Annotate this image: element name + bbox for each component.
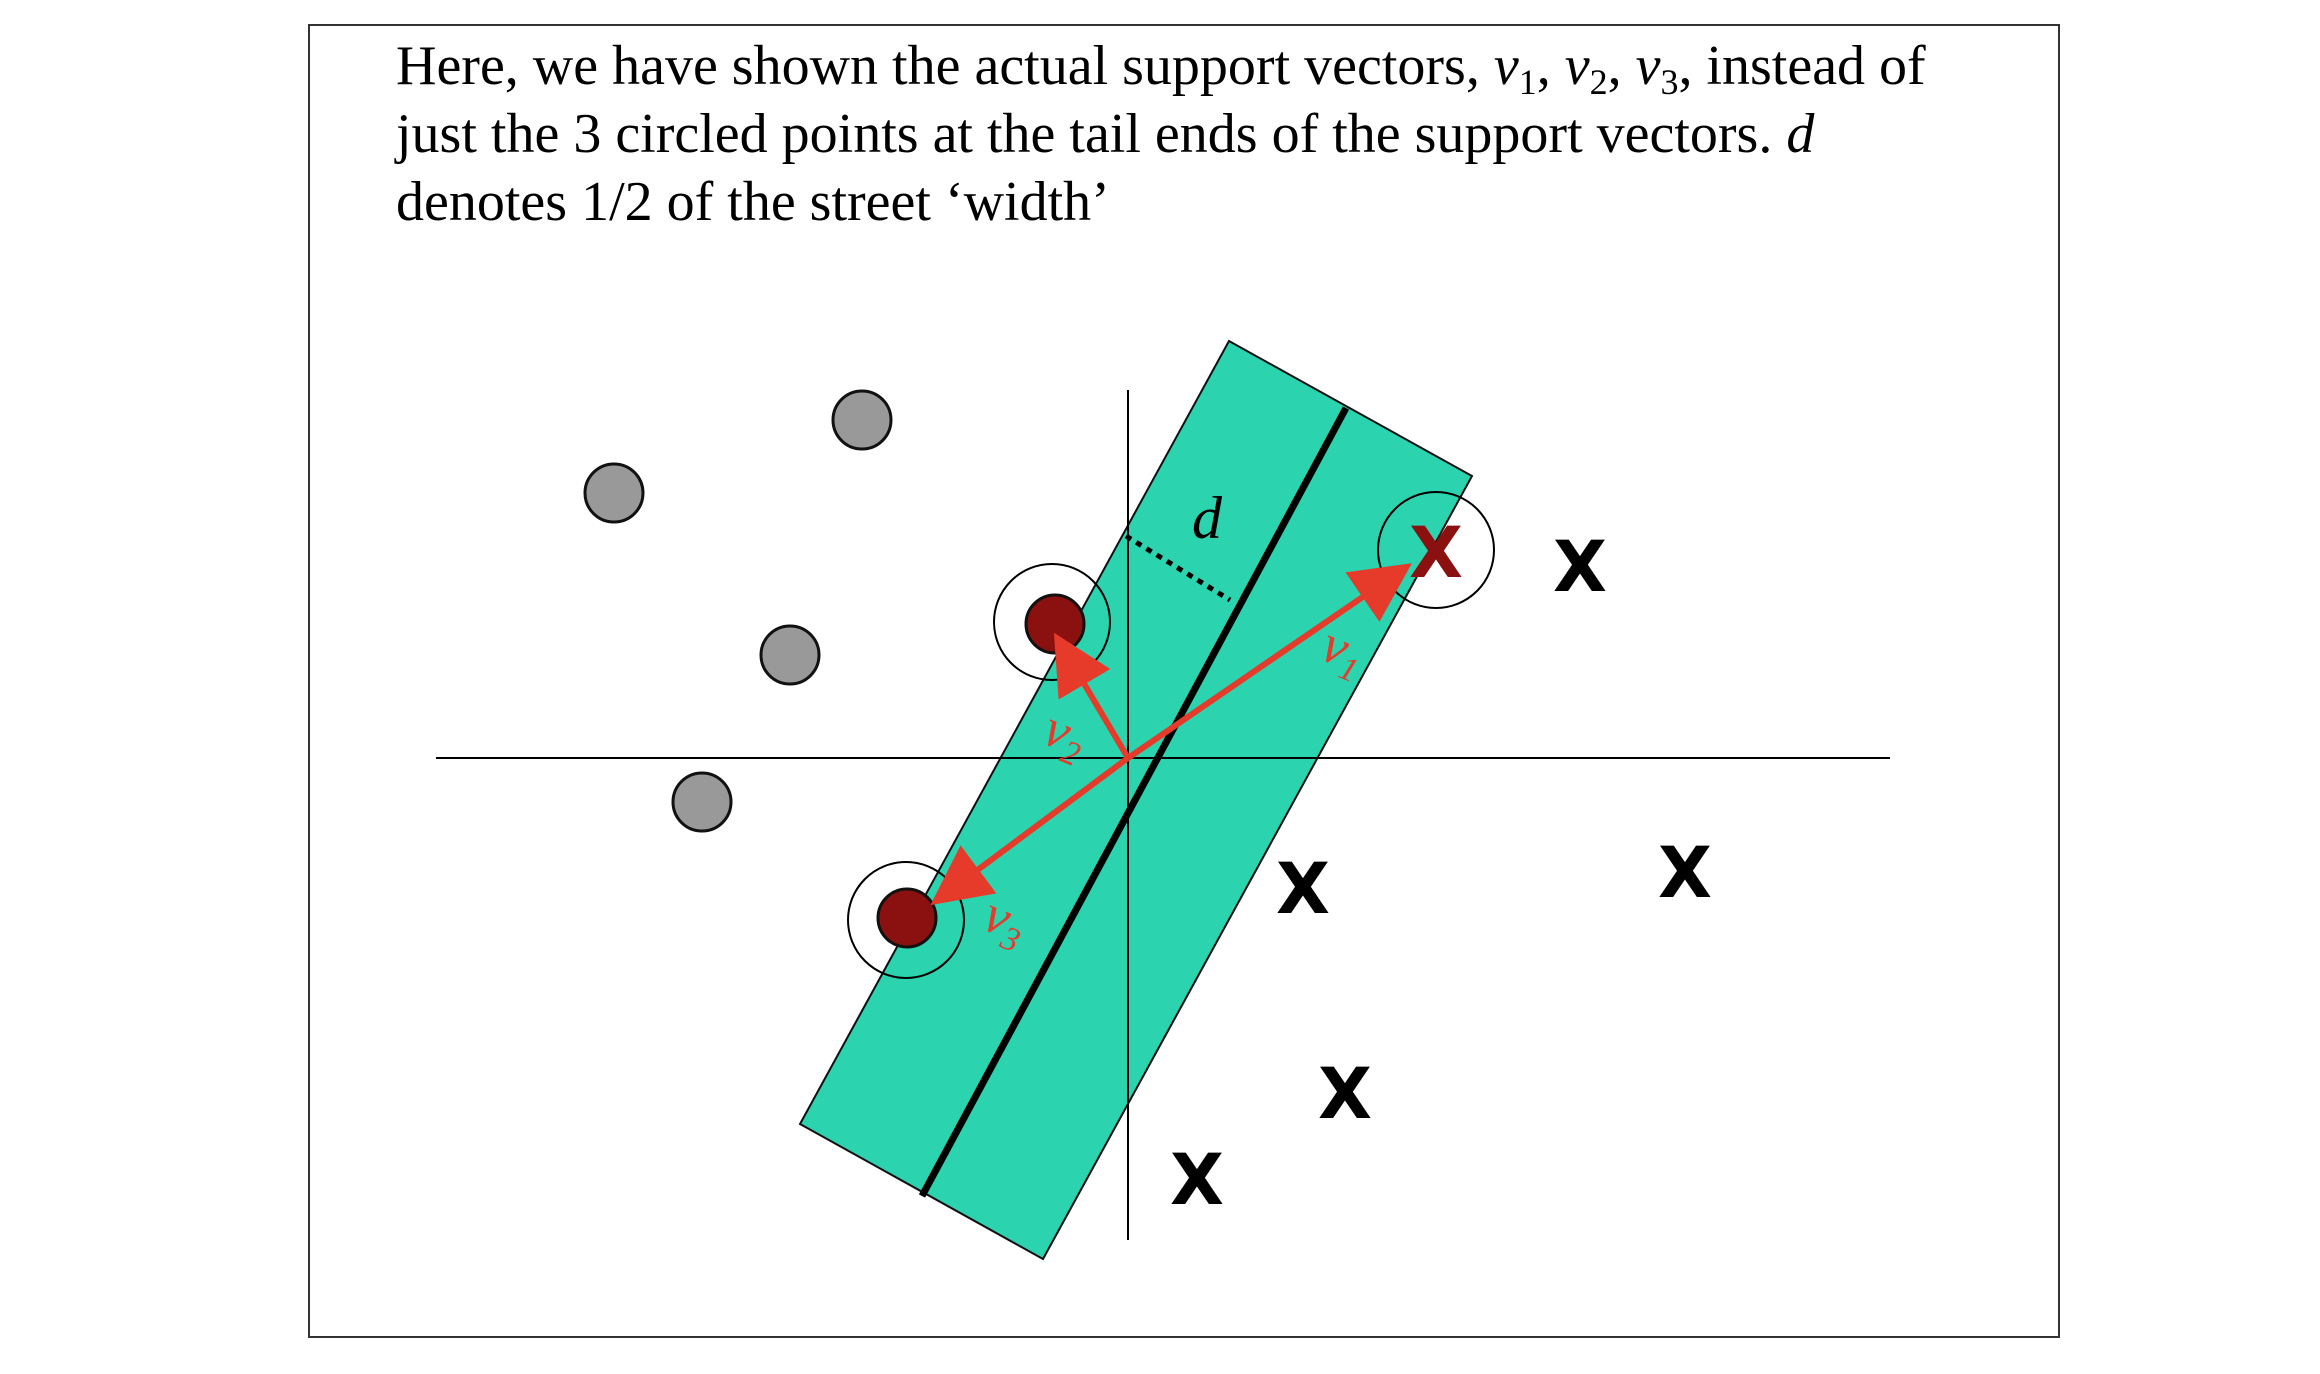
support-ring — [847, 861, 965, 979]
class-point — [759, 624, 821, 686]
class-point — [583, 462, 645, 524]
vector-v3-arrow — [930, 755, 1130, 906]
decision-boundary — [918, 406, 1350, 1198]
caption-line2: just the 3 circled points at the tail en… — [396, 103, 1815, 165]
half-width-label: d — [1192, 485, 1223, 551]
half-width-indicator — [1124, 533, 1232, 603]
caption-line3: denotes 1/2 of the street ‘width’ — [396, 171, 1110, 233]
class-point — [671, 771, 733, 833]
x-marker: X — [1318, 1053, 1372, 1135]
x-marker: X — [1170, 1139, 1224, 1221]
class-point — [831, 389, 893, 451]
support-point — [1024, 593, 1086, 655]
caption-d: d — [1786, 103, 1815, 165]
x-marker: X — [1658, 832, 1712, 914]
support-ring — [993, 563, 1111, 681]
support-point — [876, 887, 938, 949]
support-x-marker: X — [1409, 512, 1463, 594]
caption-text: Here, we have shown the actual support v… — [396, 32, 2036, 236]
vector-v1-arrow — [1126, 563, 1412, 761]
support-ring — [1377, 491, 1495, 609]
vector-v2-arrow — [1053, 632, 1131, 760]
caption-line1: Here, we have shown the actual support v… — [396, 35, 1926, 102]
x-marker: X — [1276, 848, 1330, 930]
x-marker: X — [1553, 526, 1607, 608]
